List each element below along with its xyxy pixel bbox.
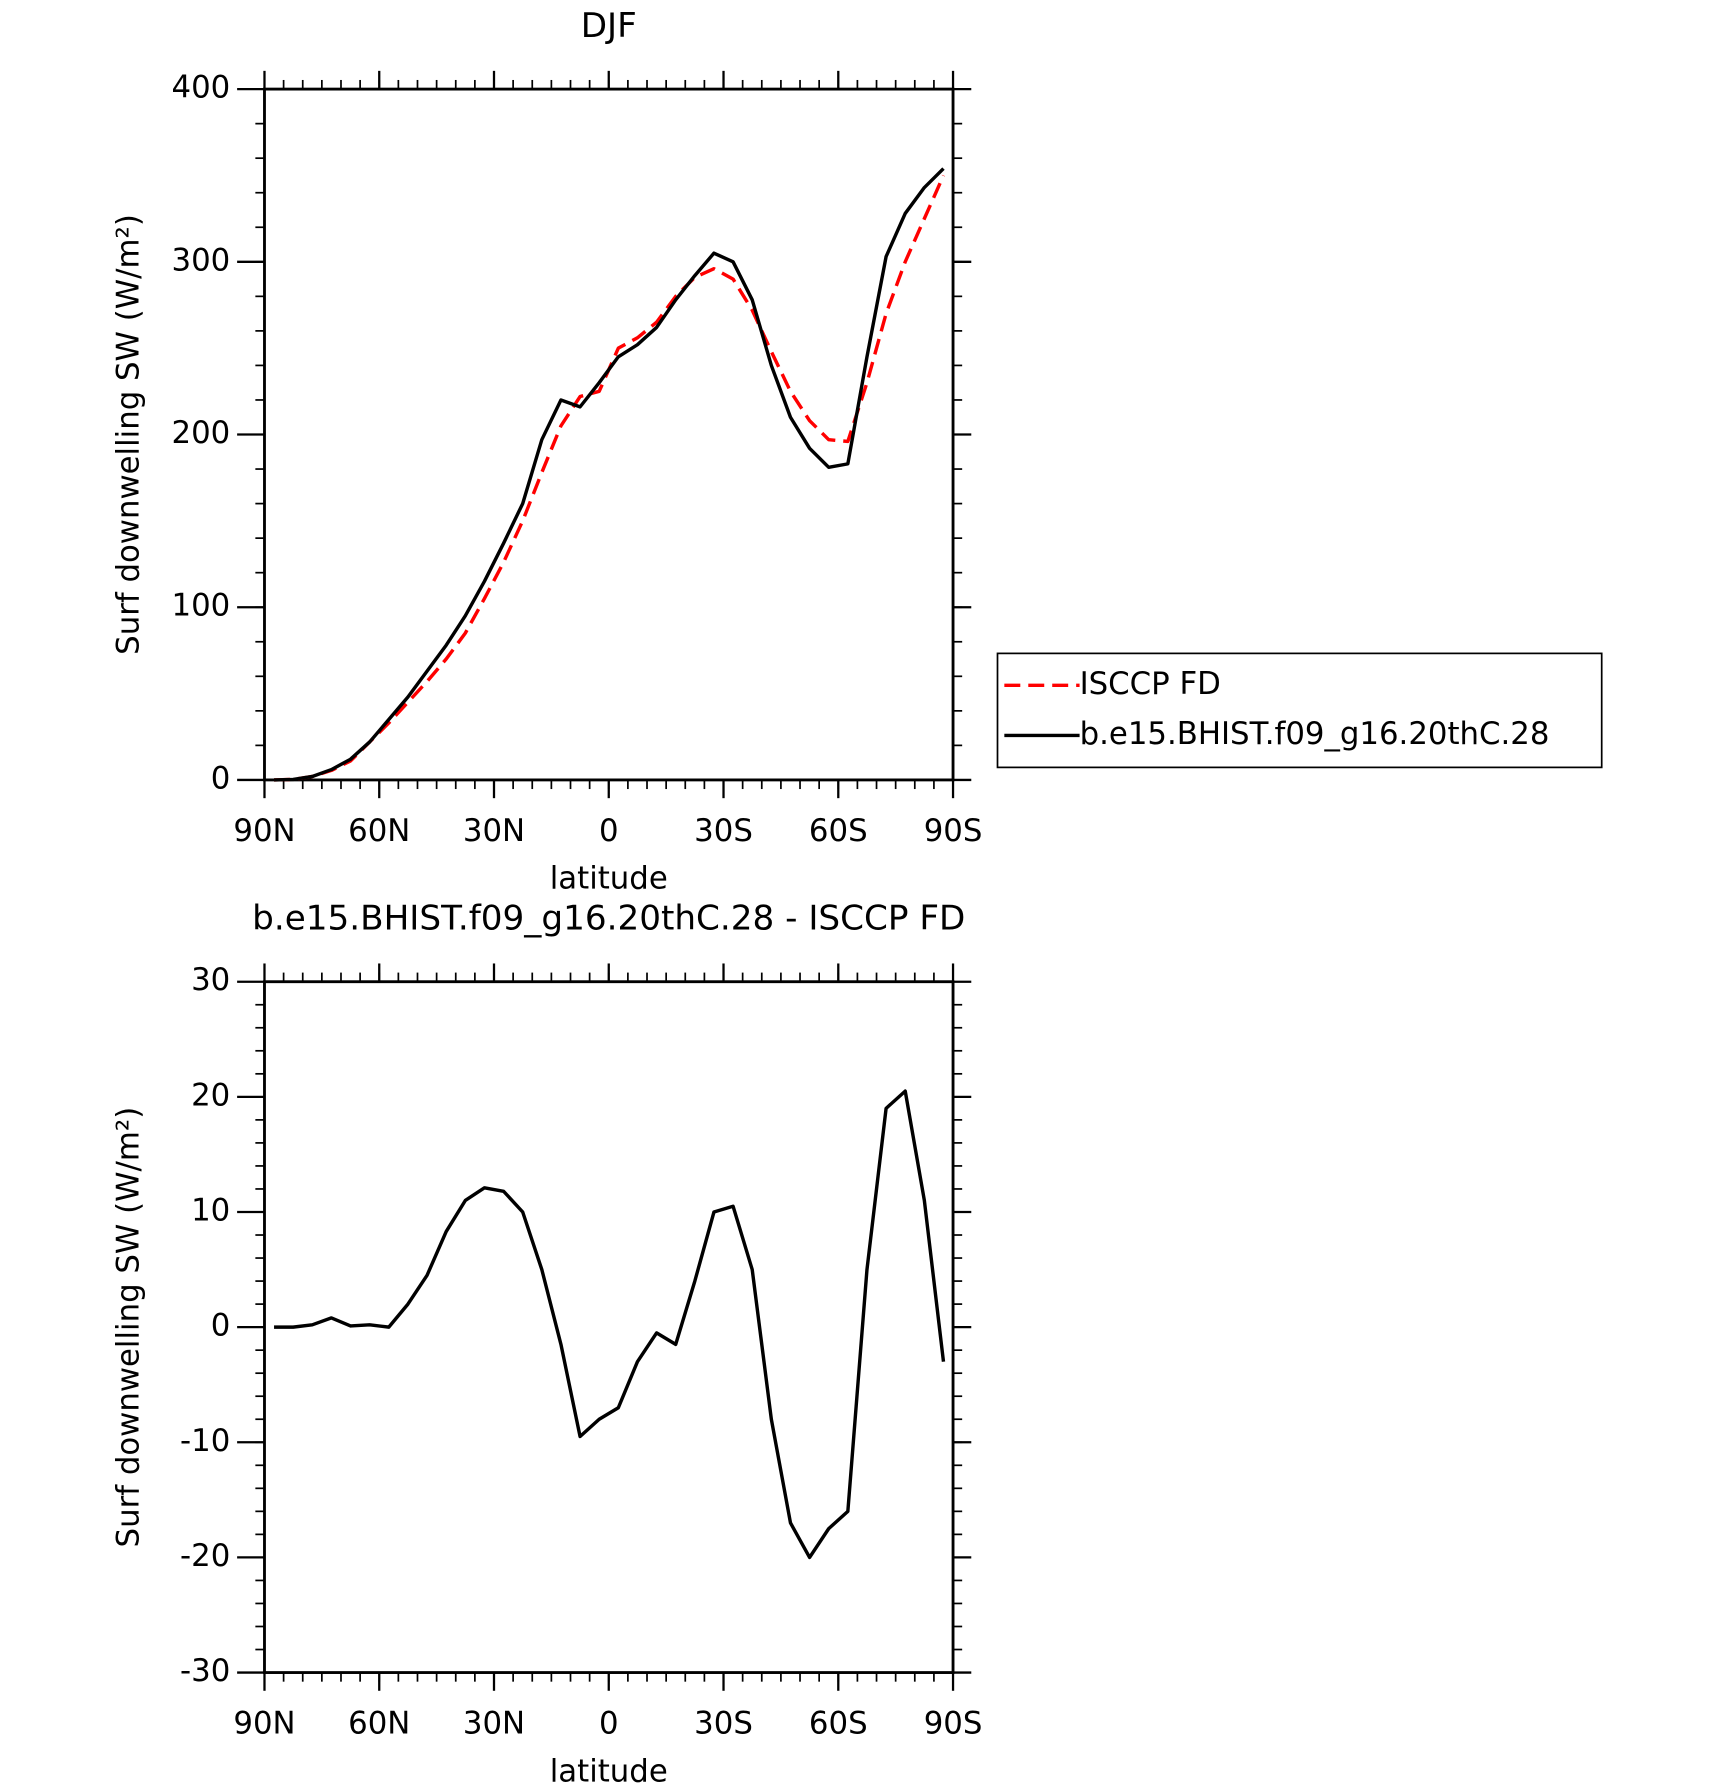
y-tick-label: -20 <box>180 1538 230 1574</box>
legend-label: b.e15.BHIST.f09_g16.20thC.28 <box>1080 716 1550 752</box>
x-tick-label: 0 <box>599 813 619 849</box>
x-tick-label: 90N <box>233 1705 295 1741</box>
legend-box <box>996 652 1603 769</box>
y-tick-label: -30 <box>180 1653 230 1689</box>
y-tick-label: -10 <box>180 1423 230 1459</box>
y-tick-label: 10 <box>191 1192 230 1228</box>
data-line <box>273 174 946 782</box>
x-tick-label: 90N <box>233 813 295 849</box>
x-tick-label: 90S <box>924 813 983 849</box>
y-tick-label: 0 <box>211 760 231 796</box>
plot-frame <box>263 980 955 1674</box>
data-line <box>273 167 945 782</box>
y-tick-label: 0 <box>211 1308 231 1344</box>
plot-frame <box>263 87 955 782</box>
x-tick-label: 60N <box>348 1705 410 1741</box>
data-line <box>274 1089 946 1560</box>
x-tick-label: 30N <box>463 813 525 849</box>
y-axis-label: Surf downwelling SW (W/m²) <box>110 214 146 655</box>
legend-label: ISCCP FD <box>1080 666 1221 702</box>
chart-title: b.e15.BHIST.f09_g16.20thC.28 - ISCCP FD <box>252 899 965 939</box>
x-tick-label: 30S <box>694 1705 753 1741</box>
x-tick-label: 60S <box>809 813 868 849</box>
y-tick-label: 200 <box>172 415 231 451</box>
y-tick-label: 20 <box>191 1077 230 1113</box>
x-tick-label: 60S <box>809 1705 868 1741</box>
x-axis-label: latitude <box>550 1753 668 1789</box>
x-tick-label: 90S <box>924 1705 983 1741</box>
x-axis-label: latitude <box>550 861 668 897</box>
y-tick-label: 400 <box>172 70 231 106</box>
y-tick-label: 100 <box>172 588 231 624</box>
y-tick-label: 300 <box>172 242 231 278</box>
x-tick-label: 30S <box>694 813 753 849</box>
y-tick-label: 30 <box>191 962 230 998</box>
x-tick-label: 60N <box>348 813 410 849</box>
x-tick-label: 30N <box>463 1705 525 1741</box>
chart-title: DJF <box>581 6 637 46</box>
y-axis-label: Surf downwelling SW (W/m²) <box>110 1107 146 1548</box>
x-tick-label: 0 <box>599 1705 619 1741</box>
